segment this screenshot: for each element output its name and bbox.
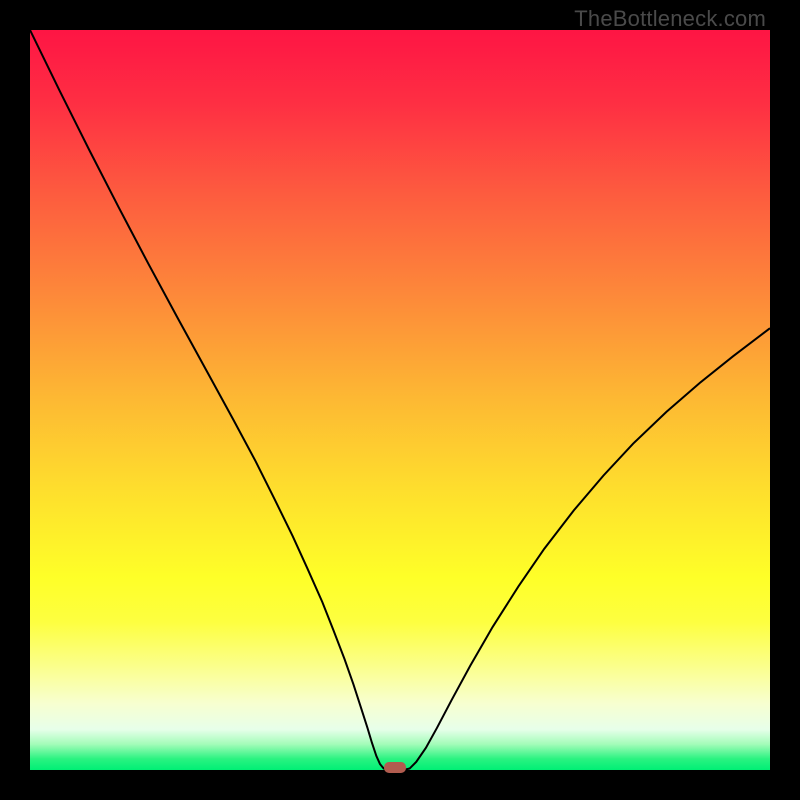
chart-frame: TheBottleneck.com: [0, 0, 800, 800]
bottleneck-curve: [30, 30, 770, 770]
watermark-text: TheBottleneck.com: [574, 6, 766, 32]
optimum-marker: [384, 762, 406, 773]
plot-area: [30, 30, 770, 770]
